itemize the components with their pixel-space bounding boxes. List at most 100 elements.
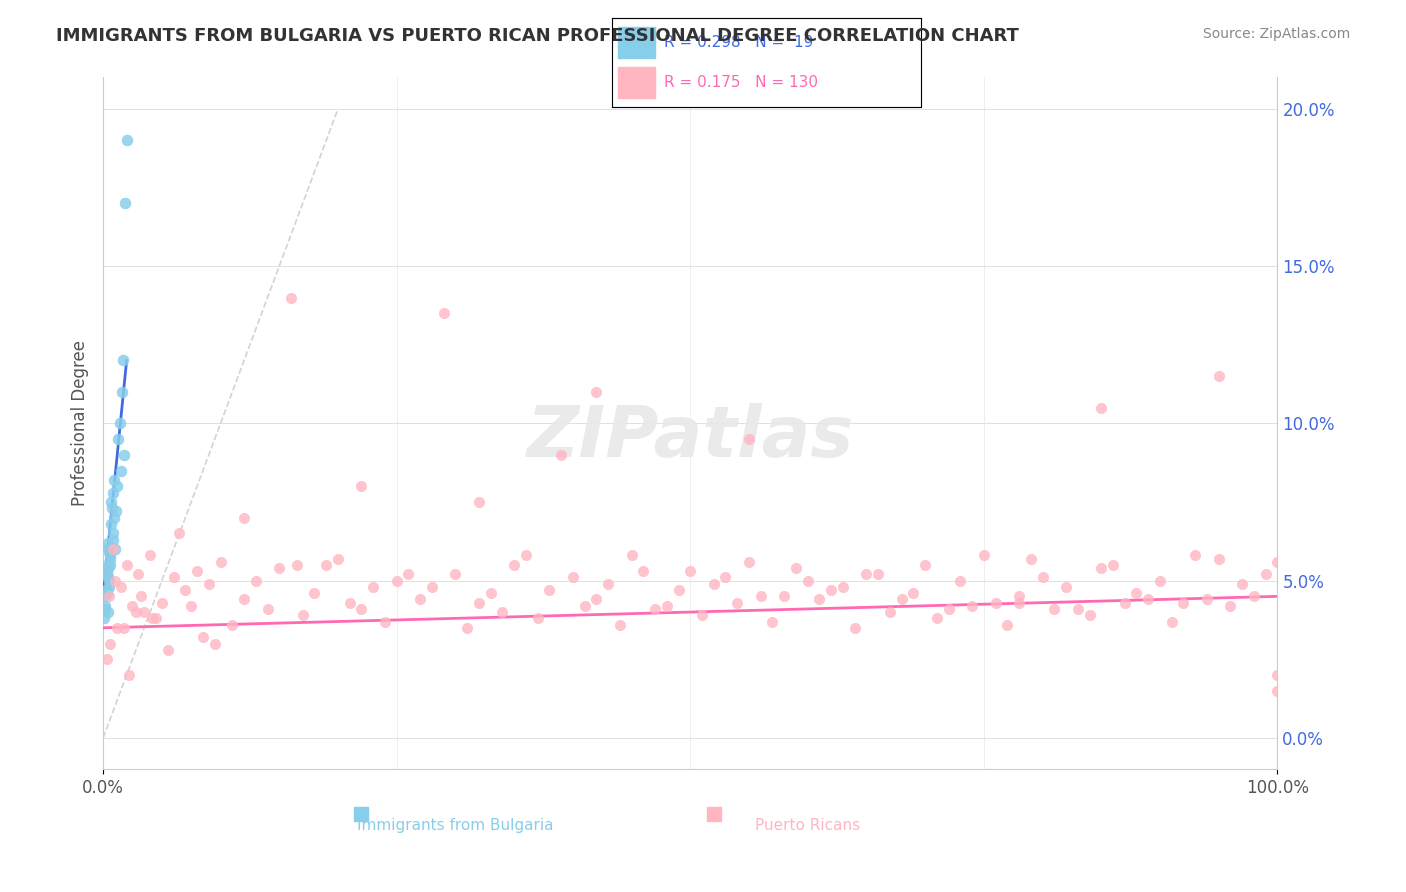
Point (134, 605, 156, 619)
Point (1019, 551, 1042, 566)
Point (115, 133, 138, 147)
Point (209, 555, 232, 569)
Point (738, 555, 761, 569)
Point (503, 558, 526, 572)
Point (668, 583, 690, 598)
Point (938, 602, 960, 616)
Point (169, 526, 191, 541)
Point (526, 611, 548, 625)
Point (204, 636, 226, 650)
Point (984, 596, 1007, 610)
Point (101, 526, 124, 541)
Point (1267, 668, 1289, 682)
Point (103, 510, 125, 524)
Point (162, 570, 184, 584)
Point (304, 586, 326, 600)
Point (101, 485, 124, 500)
Point (550, 448, 572, 462)
Point (114, 196, 136, 211)
Point (1195, 592, 1218, 607)
Point (1067, 602, 1090, 616)
Point (291, 608, 314, 623)
Point (339, 596, 361, 610)
Point (285, 558, 308, 572)
Point (191, 630, 214, 644)
Point (111, 384, 134, 399)
Point (374, 615, 396, 629)
Point (1243, 590, 1265, 604)
Point (105, 479, 128, 493)
Point (844, 621, 866, 635)
Point (1031, 570, 1053, 584)
Point (94, 599, 117, 613)
Point (960, 599, 983, 613)
Point (174, 583, 197, 598)
Point (1137, 592, 1160, 607)
Point (433, 306, 456, 320)
Point (94, 583, 117, 598)
Point (145, 611, 167, 625)
Point (596, 576, 619, 591)
Point (1090, 561, 1112, 575)
Point (385, 574, 408, 588)
Point (129, 590, 152, 604)
Point (233, 592, 256, 607)
Point (93, 611, 115, 625)
Point (655, 599, 678, 613)
Point (1008, 596, 1031, 610)
Point (620, 549, 643, 563)
Point (110, 580, 132, 594)
Point (1090, 401, 1112, 415)
Point (100, 516, 122, 531)
Point (1078, 608, 1101, 623)
Point (561, 570, 583, 584)
Point (96, 564, 118, 578)
Point (105, 504, 128, 518)
Point (1043, 602, 1066, 616)
Point (749, 590, 772, 604)
Point (361, 580, 384, 594)
Point (609, 617, 631, 632)
Point (101, 501, 124, 516)
FancyBboxPatch shape (617, 67, 655, 98)
Point (633, 564, 655, 578)
Point (100, 495, 122, 509)
Point (97, 542, 120, 557)
Point (198, 576, 221, 591)
Point (773, 590, 796, 604)
Y-axis label: Professional Degree: Professional Degree (72, 341, 89, 507)
Point (98, 549, 121, 563)
Point (714, 570, 737, 584)
Point (97, 570, 120, 584)
Point (1184, 549, 1206, 563)
Point (94, 602, 117, 616)
Point (350, 479, 373, 493)
Point (112, 353, 135, 368)
Text: IMMIGRANTS FROM BULGARIA VS PUERTO RICAN PROFESSIONAL DEGREE CORRELATION CHART: IMMIGRANTS FROM BULGARIA VS PUERTO RICAN… (56, 27, 1019, 45)
Point (1208, 551, 1230, 566)
Point (832, 580, 855, 594)
Point (1267, 683, 1289, 698)
Point (456, 621, 478, 635)
Point (1173, 596, 1195, 610)
Point (1102, 558, 1125, 572)
Point (107, 432, 129, 446)
Point (703, 576, 725, 591)
Point (98, 580, 121, 594)
Point (420, 580, 443, 594)
Point (995, 617, 1018, 632)
Point (738, 432, 761, 446)
Point (141, 611, 163, 625)
Point (96, 567, 118, 582)
Point (444, 567, 467, 582)
Point (515, 549, 537, 563)
Point (326, 551, 349, 566)
Point (855, 567, 877, 582)
Point (110, 464, 132, 478)
FancyBboxPatch shape (617, 27, 655, 58)
Point (949, 574, 972, 588)
Point (761, 615, 783, 629)
Point (644, 602, 666, 616)
Text: ZIPatlas: ZIPatlas (527, 402, 853, 472)
Point (1160, 615, 1182, 629)
